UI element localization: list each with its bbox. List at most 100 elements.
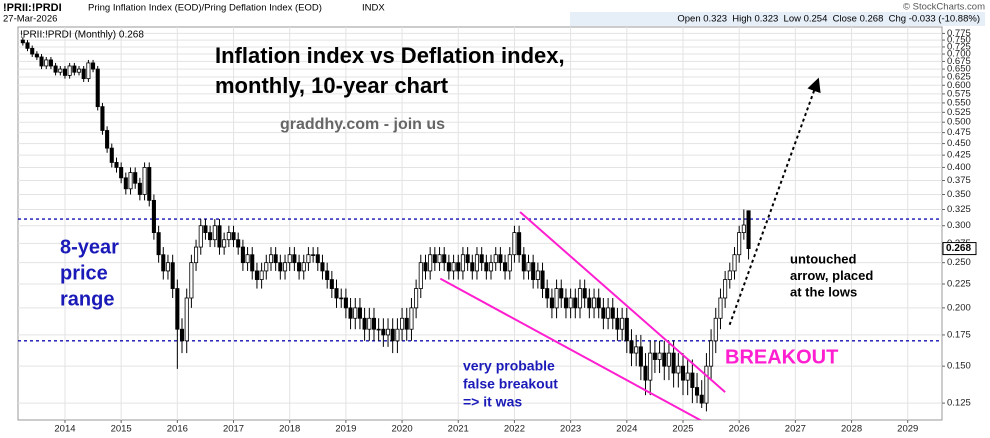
arrow-note: at the lows	[790, 284, 857, 299]
candle-body	[624, 317, 629, 342]
candle-body	[292, 254, 297, 264]
candle-body	[582, 288, 587, 299]
candle-body	[568, 297, 573, 309]
candle-body	[601, 307, 606, 319]
candle-body	[311, 254, 316, 256]
false-breakout-note: false breakout	[463, 376, 558, 392]
candle-body	[713, 317, 718, 342]
candle-body	[123, 177, 128, 190]
candle-body	[198, 225, 203, 248]
candle-body	[531, 262, 536, 280]
candle-body	[709, 340, 714, 367]
candle-body	[596, 297, 601, 309]
candle-body	[353, 307, 358, 319]
x-tick-label: 2019	[335, 424, 356, 435]
candle-body	[535, 270, 540, 280]
candle-body	[479, 254, 484, 264]
candle-body	[208, 232, 213, 241]
candle-body	[315, 254, 320, 264]
candle-body	[741, 224, 746, 233]
x-tick-label: 2024	[616, 424, 637, 435]
candle-body	[231, 232, 236, 241]
candle-body	[72, 65, 77, 73]
info-bar	[570, 12, 985, 26]
candle-body	[151, 199, 156, 233]
candle-body	[685, 372, 690, 381]
candle-body	[357, 307, 362, 319]
range-note: range	[60, 288, 114, 310]
candle-body	[100, 106, 105, 131]
candle-body	[704, 365, 709, 404]
candle-body	[671, 352, 676, 374]
candle-body	[699, 394, 704, 404]
candle-body	[20, 39, 25, 44]
candle-body	[507, 254, 512, 272]
candle-body	[488, 262, 494, 272]
candle-body	[690, 372, 695, 388]
date: 27-Mar-2026	[3, 14, 57, 25]
subtitle: graddhy.com - join us	[280, 116, 445, 133]
candle-body	[470, 262, 475, 272]
candle-body	[203, 225, 208, 233]
candle-body	[540, 270, 545, 289]
chart-title: monthly, 10-year chart	[215, 73, 449, 98]
y-tick-label: 0.150	[947, 361, 971, 372]
candle-body	[44, 59, 49, 67]
candle-body	[147, 167, 152, 201]
candle-body	[58, 68, 63, 73]
candle-body	[236, 239, 241, 248]
candle-body	[362, 317, 367, 330]
candle-body	[498, 254, 503, 264]
plot-frame	[17, 26, 943, 421]
candle-body	[67, 65, 72, 76]
candle-body	[179, 328, 185, 342]
candle-body	[657, 352, 662, 360]
info-line: Open 0.323 High 0.323 Low 0.254 Close 0.…	[677, 14, 980, 25]
price-tag	[942, 242, 977, 256]
candle-body	[137, 182, 142, 195]
candle-body	[39, 56, 44, 67]
candle-body	[283, 262, 288, 272]
candle-body	[606, 307, 611, 319]
symbol: !PRII:!PRDI	[3, 2, 62, 14]
x-tick-label: 2017	[223, 424, 244, 435]
candle-body	[512, 232, 517, 256]
candle-body	[222, 239, 227, 248]
candle-body	[414, 288, 419, 309]
candle-body	[348, 307, 353, 319]
candle-body	[105, 130, 110, 149]
x-tick-label: 2015	[111, 424, 132, 435]
y-tick-label: 0.500	[947, 117, 971, 128]
candle-body	[620, 317, 625, 330]
y-tick-label: 0.300	[947, 220, 971, 231]
candle-body	[114, 162, 119, 168]
candle-body	[381, 328, 386, 336]
candle-body	[320, 262, 325, 272]
candle-body	[559, 288, 564, 299]
y-tick-label: 0.575	[947, 88, 971, 99]
candle-body	[474, 254, 480, 272]
plot	[18, 37, 942, 420]
candle-body	[666, 352, 671, 367]
candle-body	[587, 297, 592, 309]
false-breakout-note: very probable	[463, 358, 555, 374]
candle-body	[737, 232, 742, 256]
candle-body	[549, 297, 554, 309]
x-tick-label: 2025	[672, 424, 693, 435]
x-tick-label: 2027	[785, 424, 806, 435]
overlay: 0.268 Inflation index vs Deflation index,…	[60, 43, 977, 410]
candle-body	[503, 262, 508, 272]
y-tick-label: 0.550	[947, 97, 971, 108]
trend-line	[439, 277, 703, 420]
x-tick-label: 2026	[729, 424, 750, 435]
range-note: price	[60, 262, 108, 284]
candle-body	[287, 254, 292, 264]
candle-body	[460, 254, 465, 272]
candle-body	[615, 317, 620, 330]
candle-body	[212, 225, 217, 241]
candle-body	[264, 262, 269, 272]
x-tick-label: 2021	[448, 424, 469, 435]
candle-body	[367, 317, 372, 330]
candle-body	[76, 68, 82, 73]
candle-body	[662, 352, 667, 367]
